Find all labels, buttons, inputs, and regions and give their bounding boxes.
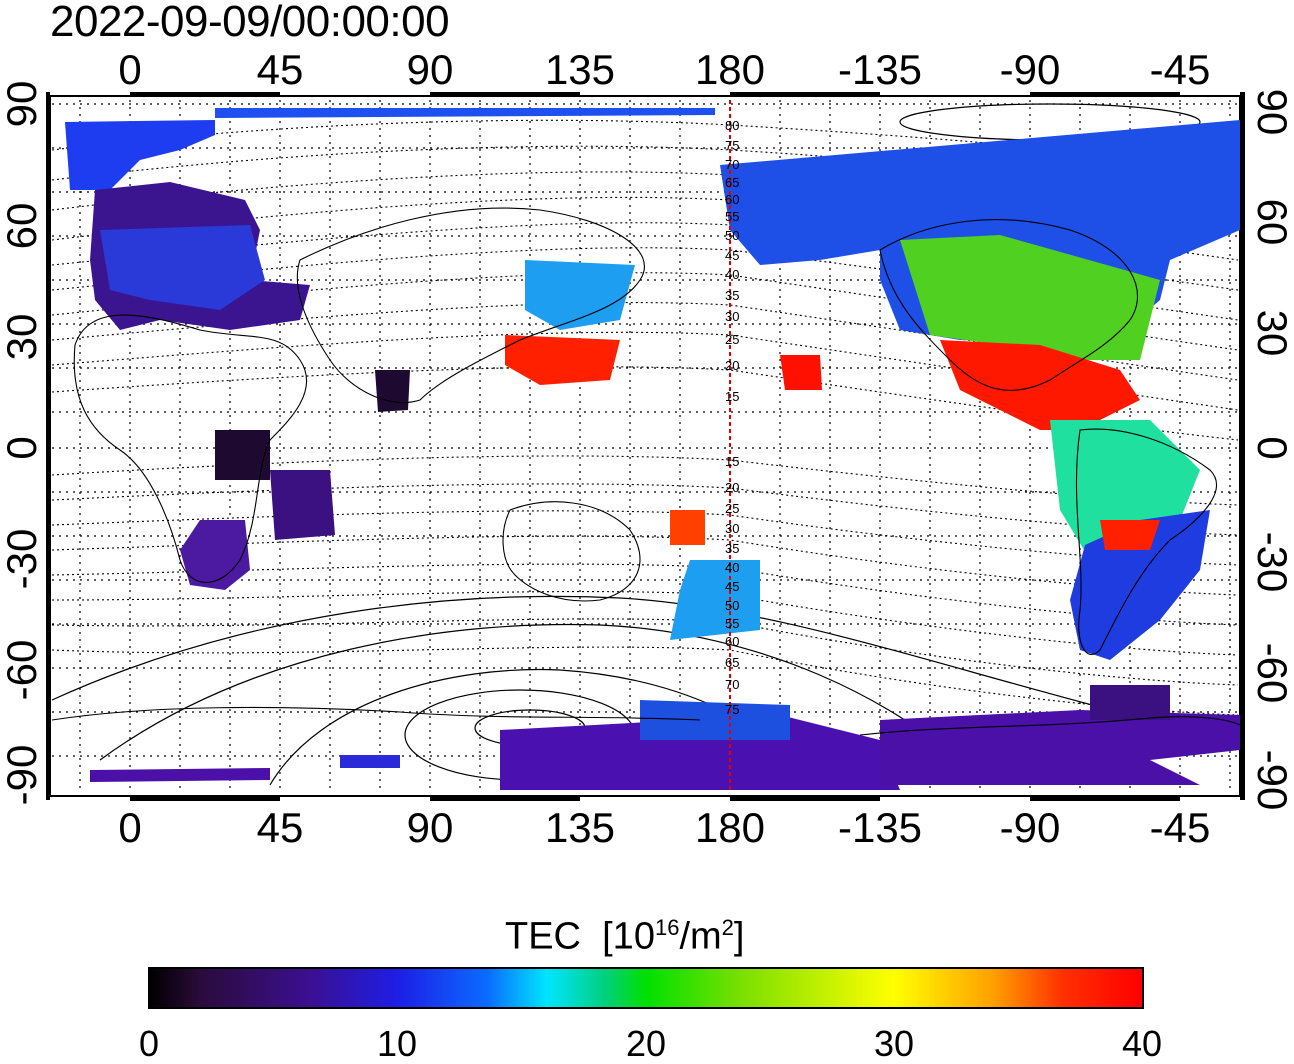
frame-segments [130,92,1180,801]
contour-labels: 80 75 70 65 60 55 50 45 40 35 30 25 20 1… [725,118,739,717]
lat-tick-right: -60 [1249,643,1294,704]
lon-tick-bottom: 90 [407,804,454,851]
lat-tick-right: 30 [1249,310,1294,357]
lon-tick-bottom: 135 [545,804,615,851]
lat-tick-right: -90 [1249,750,1294,811]
colorbar-title: TEC [1016/m2] [505,905,744,960]
contour-label: 25 [725,501,739,516]
lon-ticks-bottom: 0 45 90 135 180 -135 -90 -45 [118,804,1210,851]
lat-tick-left: 0 [0,436,45,459]
lon-tick-top: 0 [118,46,141,93]
colorbar-unit-mid: /m [679,915,722,958]
contour-label: 40 [725,560,739,575]
map-title: 2022-09-09/00:00:00 [50,0,450,46]
contour-label: 50 [725,228,739,243]
lon-tick-top: 90 [407,46,454,93]
colorbar-unit-exp1: 16 [654,915,680,940]
colorbar [148,967,1144,1009]
lon-tick-top: 135 [545,46,615,93]
contour-label: 15 [725,454,739,469]
contour-label: 60 [725,192,739,207]
lon-tick-top: 180 [695,46,765,93]
lat-tick-left: -60 [0,640,45,701]
lat-ticks-left: 90 60 30 0 -30 -60 -90 [0,81,45,806]
lat-ticks-right: 90 60 30 0 -30 -60 -90 [1249,89,1294,811]
lat-tick-left: 60 [0,203,45,250]
contour-label: 55 [725,209,739,224]
contour-label: 80 [725,118,739,133]
contour-label: 65 [725,175,739,190]
colorbar-label: 20 [625,1023,667,1064]
lon-tick-bottom: -45 [1150,804,1211,851]
lon-tick-top: -135 [838,46,922,93]
lon-tick-top: -45 [1150,46,1211,93]
lon-tick-bottom: 180 [695,804,765,851]
lat-tick-right: 90 [1249,89,1294,136]
lat-tick-left: -90 [0,745,45,806]
contour-label: 45 [725,248,739,263]
lat-tick-left: 30 [0,314,45,361]
contour-label: 35 [725,288,739,303]
lon-tick-bottom: 0 [118,804,141,851]
lon-tick-bottom: 45 [257,804,304,851]
lat-tick-left: -30 [0,529,45,590]
colorbar-label: 30 [873,1023,915,1064]
colorbar-unit-end: ] [733,915,745,958]
contour-label: 75 [725,702,739,717]
colorbar-unit-base: [10 [602,915,655,958]
contour-label: 35 [725,541,739,556]
lon-tick-bottom: -90 [1000,804,1061,851]
contour-label: 20 [725,480,739,495]
lon-ticks-top: 0 45 90 135 180 -135 -90 -45 [118,46,1210,93]
contour-label: 20 [725,358,739,373]
contour-label: 70 [725,677,739,692]
contour-label: 15 [725,389,739,404]
coastlines [51,207,1241,736]
lon-tick-bottom: -135 [838,804,922,851]
lat-tick-right: 0 [1249,436,1294,459]
contour-label: 25 [725,332,739,347]
contour-label: 50 [725,598,739,613]
lon-tick-top: -90 [1000,46,1061,93]
contour-label: 70 [725,157,739,172]
contour-label: 65 [725,655,739,670]
contour-label: 30 [725,309,739,324]
contour-label: 75 [725,138,739,153]
colorbar-label: 10 [376,1023,418,1064]
lat-tick-right: -30 [1249,532,1294,593]
contour-label: 30 [725,521,739,536]
colorbar-label: 0 [138,1023,160,1064]
lon-tick-top: 45 [257,46,304,93]
tec-map: 80 75 70 65 60 55 50 45 40 35 30 25 20 1… [0,46,1294,851]
lat-tick-left: 90 [0,81,45,128]
colorbar-unit-exp2: 2 [721,915,734,940]
contour-label: 60 [725,634,739,649]
tec-data-patches [65,108,1240,790]
lat-tick-right: 60 [1249,199,1294,246]
contour-label: 40 [725,267,739,282]
colorbar-title-quantity: TEC [505,915,581,958]
contour-label: 55 [725,616,739,631]
colorbar-label: 40 [1121,1023,1163,1064]
contour-label: 45 [725,579,739,594]
